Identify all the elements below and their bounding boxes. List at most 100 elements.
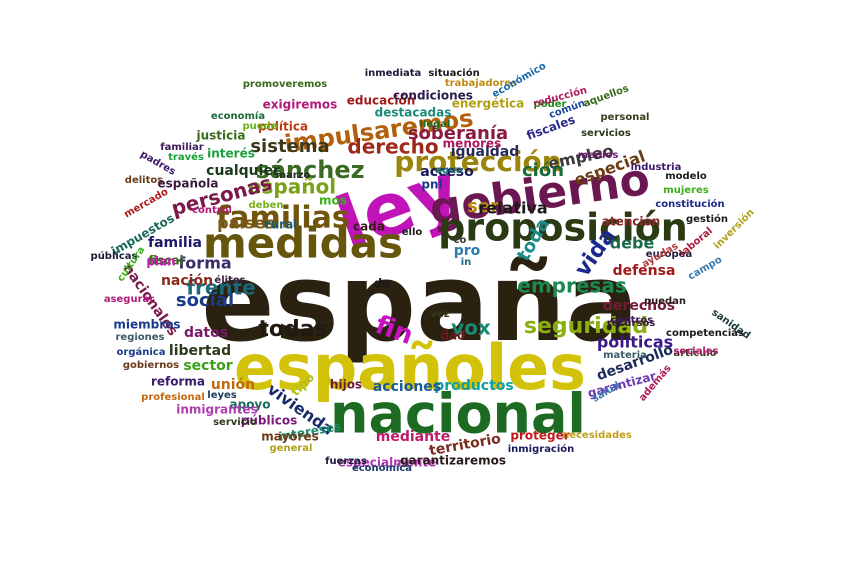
word-59: reforma xyxy=(151,375,205,389)
word-109: rural xyxy=(265,218,298,232)
word-71: energética xyxy=(452,97,525,111)
word-125: gobiernos xyxy=(123,360,179,371)
word-53: cualquier xyxy=(206,163,280,179)
word-26: ser xyxy=(467,196,499,217)
word-74: servicios xyxy=(581,128,631,139)
word-102: co xyxy=(454,235,467,246)
word-115: través xyxy=(168,151,204,163)
word-145: gestión xyxy=(686,213,728,225)
word-78: atención xyxy=(602,215,661,229)
word-0: españa xyxy=(201,241,638,366)
word-52: igualdad xyxy=(451,144,520,160)
word-25: sistema xyxy=(250,136,329,157)
word-110: deben xyxy=(249,200,284,211)
word-79: constitución xyxy=(655,198,724,210)
word-88: economía xyxy=(211,110,265,122)
word-46: unión xyxy=(211,377,255,393)
word-23: políticas xyxy=(597,333,673,352)
word-63: hijos xyxy=(330,378,362,392)
word-91: poder xyxy=(534,99,567,110)
word-2: nacional xyxy=(330,383,586,446)
word-134: necesidades xyxy=(562,430,632,441)
word-19: social xyxy=(176,290,234,311)
word-89: puede xyxy=(243,121,278,132)
word-126: profesional xyxy=(141,392,205,403)
word-43: datos xyxy=(184,325,228,341)
word-6: proposición xyxy=(438,206,688,250)
word-113: delitos xyxy=(125,175,163,186)
word-75: medios xyxy=(578,150,619,161)
word-104: agua xyxy=(435,165,463,176)
word-11: derecho xyxy=(347,135,438,159)
word-48: especialmente xyxy=(338,456,437,470)
word-124: orgánica xyxy=(117,346,166,358)
word-85: interés xyxy=(207,147,255,161)
word-81: recursos xyxy=(607,318,656,329)
word-129: servicio xyxy=(213,417,257,428)
word-58: miembros xyxy=(113,318,180,332)
word-42: nación xyxy=(161,273,213,289)
word-12: soberanía xyxy=(408,123,508,144)
word-123: regiones xyxy=(115,332,164,343)
word-69: condiciones xyxy=(393,89,473,103)
word-56: plan xyxy=(146,255,175,269)
word-49: garantizaremos xyxy=(400,454,506,468)
word-95: pnl xyxy=(421,178,442,192)
word-86: justicia xyxy=(196,129,246,143)
word-51: acceso xyxy=(420,164,474,180)
word-116: familiar xyxy=(160,142,204,153)
word-112: control xyxy=(192,205,232,216)
word-99: vez xyxy=(430,309,449,320)
word-103: in xyxy=(461,257,472,268)
word-108: marzo xyxy=(276,170,311,181)
word-20: empresas xyxy=(517,274,626,298)
word-94: personal xyxy=(601,112,650,123)
word-105: menores xyxy=(443,137,502,151)
word-138: artículo xyxy=(673,347,716,359)
word-40: forma xyxy=(178,254,231,273)
word-101: ello xyxy=(402,227,423,238)
word-60: apoyo xyxy=(230,398,271,412)
word-70: destacadas xyxy=(375,106,452,120)
word-147: inmediata xyxy=(365,68,422,79)
word-44: libertad xyxy=(169,343,231,359)
word-61: públicos xyxy=(241,414,297,428)
word-93: aquellos xyxy=(582,83,630,110)
word-55: fiscal xyxy=(148,254,183,268)
word-148: situación xyxy=(428,67,479,79)
word-82: centros xyxy=(611,315,653,326)
word-72: trabajadores xyxy=(445,78,517,89)
word-21: español xyxy=(248,175,336,199)
word-106: ilegal xyxy=(420,119,451,130)
word-122: asegurar xyxy=(104,294,154,305)
word-114: española xyxy=(158,177,219,191)
word-18: frente xyxy=(186,276,256,300)
word-4: medidas xyxy=(203,219,403,268)
word-96: pro xyxy=(454,243,481,259)
word-127: inmigrantes xyxy=(176,403,257,417)
word-37: acciones xyxy=(373,379,441,395)
word-84: puedan xyxy=(644,296,686,307)
word-87: política xyxy=(258,120,308,134)
word-1: españoles xyxy=(234,331,586,404)
word-15: vox xyxy=(451,316,491,340)
word-8: familias xyxy=(216,201,350,236)
word-67: exigiremos xyxy=(263,98,338,112)
word-36: productos xyxy=(434,378,513,394)
word-135: materia xyxy=(603,350,647,361)
word-132: fuerzas xyxy=(325,456,367,467)
word-76: industria xyxy=(631,162,682,173)
word-31: ción xyxy=(522,160,564,181)
word-139: sociales xyxy=(673,346,718,357)
word-146: modelo xyxy=(665,171,707,182)
word-68: promoveremos xyxy=(243,79,328,90)
word-83: competencias xyxy=(666,328,744,339)
word-107: mos xyxy=(319,194,347,208)
word-33: defensa xyxy=(613,263,676,279)
word-65: inmigración xyxy=(508,443,575,455)
word-111: élites xyxy=(214,274,245,286)
word-54: familia xyxy=(148,235,202,251)
word-128: leyes xyxy=(207,390,237,401)
word-97: do xyxy=(374,277,391,291)
